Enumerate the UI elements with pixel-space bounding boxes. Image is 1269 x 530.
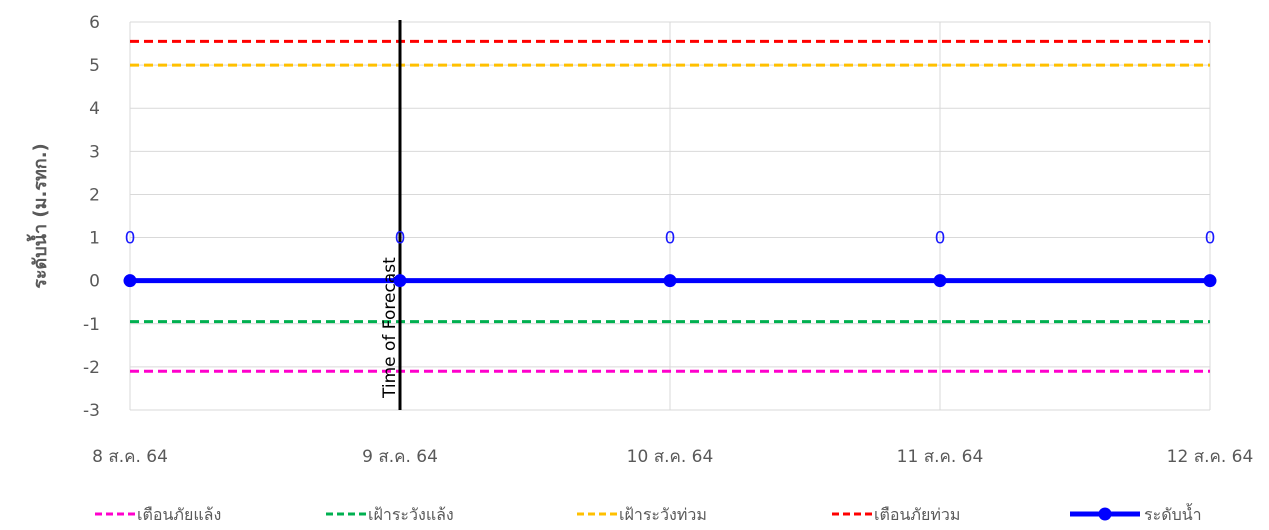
data-point	[663, 274, 677, 288]
y-axis-label: ระดับน้ำ (ม.รทก.)	[26, 143, 51, 289]
legend: เตือนภัยแล้ง เฝ้าระวังแล้ง เฝ้าระวังท่วม เต…	[95, 503, 1202, 524]
y-tick-label: 0	[89, 272, 100, 292]
data-point	[933, 274, 947, 288]
data-point	[123, 274, 137, 288]
legend-label: เฝ้าระวังแล้ง	[368, 505, 454, 524]
y-axis-ticks: -3 -2 -1 0 1 2 3 4 5 6	[83, 13, 100, 421]
x-tick-label: 10 ส.ค. 64	[627, 447, 714, 467]
y-tick-label: 6	[89, 13, 100, 33]
data-labels: 0 0 0 0 0	[125, 229, 1216, 249]
legend-item-0: เตือนภัยแล้ง	[95, 505, 221, 524]
legend-item-4: ระดับน้ำ	[1070, 503, 1202, 524]
legend-marker	[1098, 507, 1112, 521]
data-label: 0	[395, 229, 406, 249]
legend-label: ระดับน้ำ	[1144, 503, 1202, 524]
data-point	[1203, 274, 1217, 288]
x-tick-label: 11 ส.ค. 64	[897, 447, 984, 467]
y-tick-label: -1	[83, 315, 100, 335]
series-markers	[123, 274, 1217, 288]
data-label: 0	[665, 229, 676, 249]
y-tick-label: 2	[89, 185, 100, 205]
legend-label: เฝ้าระวังท่วม	[619, 505, 707, 524]
x-tick-label: 8 ส.ค. 64	[92, 447, 168, 467]
y-tick-label: 5	[89, 56, 100, 76]
data-point	[393, 274, 407, 288]
x-axis-ticks: 8 ส.ค. 64 9 ส.ค. 64 10 ส.ค. 64 11 ส.ค. 64 12…	[92, 447, 1253, 467]
y-tick-label: -3	[83, 401, 100, 421]
legend-item-3: เตือนภัยท่วม	[832, 505, 960, 524]
legend-label: เตือนภัยท่วม	[874, 505, 960, 524]
forecast-annotation: Time of Forecast	[380, 20, 402, 410]
x-tick-label: 9 ส.ค. 64	[362, 447, 438, 467]
legend-item-1: เฝ้าระวังแล้ง	[326, 505, 454, 524]
legend-item-2: เฝ้าระวังท่วม	[577, 505, 707, 524]
forecast-label: Time of Forecast	[380, 257, 400, 399]
y-tick-label: 1	[89, 229, 100, 249]
x-tick-label: 12 ส.ค. 64	[1167, 447, 1254, 467]
legend-label: เตือนภัยแล้ง	[137, 505, 221, 524]
y-tick-label: 3	[89, 142, 100, 162]
gridlines	[129, 21, 1211, 411]
data-label: 0	[935, 229, 946, 249]
y-tick-label: 4	[89, 99, 100, 119]
data-label: 0	[1205, 229, 1216, 249]
data-label: 0	[125, 229, 136, 249]
y-tick-label: -2	[83, 358, 100, 378]
